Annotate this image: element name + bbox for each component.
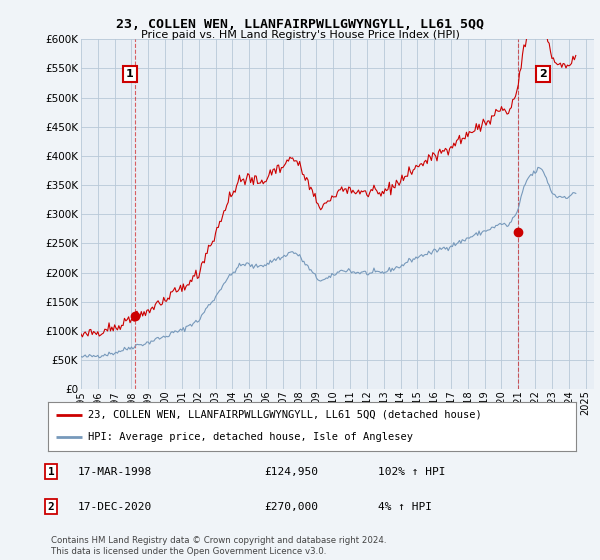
Text: 102% ↑ HPI: 102% ↑ HPI [378,466,445,477]
Text: Price paid vs. HM Land Registry's House Price Index (HPI): Price paid vs. HM Land Registry's House … [140,30,460,40]
Text: Contains HM Land Registry data © Crown copyright and database right 2024.
This d: Contains HM Land Registry data © Crown c… [51,536,386,556]
Text: 2: 2 [539,69,547,79]
Text: £124,950: £124,950 [264,466,318,477]
Text: HPI: Average price, detached house, Isle of Anglesey: HPI: Average price, detached house, Isle… [88,432,413,442]
Text: 23, COLLEN WEN, LLANFAIRPWLLGWYNGYLL, LL61 5QQ (detached house): 23, COLLEN WEN, LLANFAIRPWLLGWYNGYLL, LL… [88,410,481,420]
Text: 1: 1 [126,69,134,79]
Text: 4% ↑ HPI: 4% ↑ HPI [378,502,432,512]
Text: 17-DEC-2020: 17-DEC-2020 [78,502,152,512]
Text: 17-MAR-1998: 17-MAR-1998 [78,466,152,477]
Text: 1: 1 [47,466,55,477]
Text: £270,000: £270,000 [264,502,318,512]
Text: 23, COLLEN WEN, LLANFAIRPWLLGWYNGYLL, LL61 5QQ: 23, COLLEN WEN, LLANFAIRPWLLGWYNGYLL, LL… [116,18,484,31]
Text: 2: 2 [47,502,55,512]
